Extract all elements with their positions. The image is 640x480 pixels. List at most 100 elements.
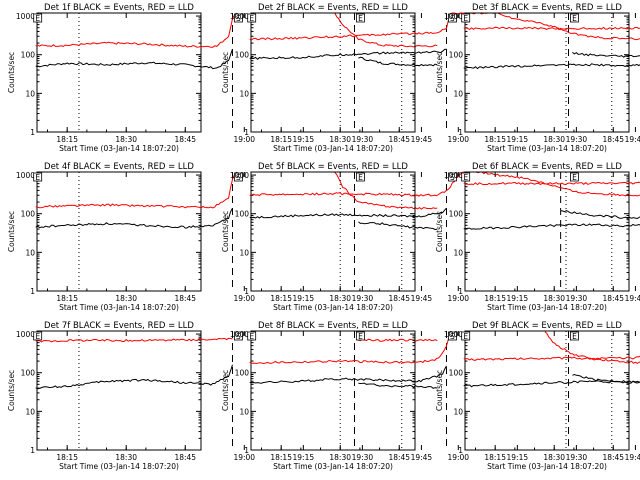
x-tick-label: 19:15: [293, 294, 315, 303]
panel-det-1f: Det 1f BLACK = Events, RED = LLD 1 10 100 10…: [7, 3, 438, 153]
series-line-events: [463, 223, 640, 230]
y-tick-label: 1: [244, 287, 249, 296]
y-tick-label: 1000: [230, 330, 249, 339]
y-tick-label: 1: [30, 287, 35, 296]
y-axis-label: Counts/sec: [221, 211, 230, 252]
x-tick-label: 18:30: [543, 294, 565, 303]
marker-box: [234, 172, 243, 182]
y-tick-label: 1000: [16, 171, 35, 180]
x-tick-label: 18:15: [484, 453, 506, 462]
series-line-events: [35, 48, 233, 70]
series-line-lld: [334, 12, 438, 48]
marker-label: S: [236, 173, 241, 182]
y-tick-label: 1000: [230, 171, 249, 180]
x-axis-label: Start Time (03-Jan-14 18:07:20): [59, 144, 179, 153]
y-tick-label: 10: [25, 89, 35, 98]
panel-det-5f: Det 5f BLACK = Events, RED = LLD 1 10 100 10…: [221, 162, 640, 312]
marker-label: E: [572, 332, 577, 341]
marker-label: E: [35, 173, 40, 182]
x-tick-label: 18:30: [543, 135, 565, 144]
panel-det-2f: Det 2f BLACK = Events, RED = LLD 1 10 100 10…: [221, 3, 640, 153]
y-tick-label: 1000: [444, 171, 463, 180]
series-line-events: [572, 373, 640, 384]
marker-box: [356, 331, 365, 341]
y-tick-label: 100: [449, 210, 464, 219]
marker-label: S: [450, 173, 455, 182]
x-tick-label: 19:30: [352, 453, 374, 462]
marker-box: [461, 331, 471, 341]
x-tick-label: 19:30: [352, 135, 374, 144]
chart-title: Det 1f BLACK = Events, RED = LLD: [44, 3, 194, 13]
plot-frame: [464, 330, 630, 451]
series-line-events: [249, 365, 447, 384]
chart-title: Det 9f BLACK = Events, RED = LLD: [472, 321, 622, 331]
x-tick-label: 19:15: [507, 135, 529, 144]
marker-box: [356, 172, 365, 182]
marker-box: [570, 172, 579, 182]
series-line-lld: [249, 330, 451, 365]
x-tick-label: 18:15: [270, 294, 292, 303]
y-tick-label: 100: [235, 51, 250, 60]
x-tick-label: 18:45: [602, 453, 624, 462]
y-tick-label: 1: [244, 128, 249, 137]
marker-box: [356, 13, 365, 23]
plot-frame: [36, 171, 202, 292]
x-tick-label: 18:30: [115, 294, 137, 303]
y-tick-label: 100: [235, 369, 250, 378]
y-tick-label: 1000: [444, 330, 463, 339]
x-tick-label: 18:45: [602, 294, 624, 303]
plot-frame: [464, 171, 630, 292]
y-axis-label: Counts/sec: [435, 52, 444, 93]
x-tick-label: 18:15: [270, 453, 292, 462]
panel-det-8f: Det 8f BLACK = Events, RED = LLD 1 10 100 10…: [221, 321, 640, 471]
x-tick-label: 19:45: [411, 453, 433, 462]
x-tick-label: 19:15: [293, 135, 315, 144]
x-tick-label: 18:30: [115, 453, 137, 462]
series-line-lld: [463, 355, 640, 361]
y-tick-label: 1000: [16, 12, 35, 21]
series-line-events: [572, 51, 640, 58]
series-line-lld: [358, 338, 438, 342]
x-tick-label: 18:30: [115, 135, 137, 144]
marker-box: [33, 331, 43, 341]
x-tick-label: 18:45: [174, 294, 196, 303]
marker-box: [247, 331, 257, 341]
x-axis-label: Start Time (03-Jan-14 18:07:20): [487, 462, 607, 471]
y-tick-label: 1000: [444, 12, 463, 21]
marker-label: E: [463, 332, 468, 341]
x-tick-label: 19:00: [233, 453, 255, 462]
x-tick-label: 19:00: [447, 135, 469, 144]
series-line-events: [560, 210, 640, 220]
marker-box: [234, 331, 243, 341]
y-tick-label: 100: [235, 210, 250, 219]
x-tick-label: 19:45: [411, 294, 433, 303]
plot-frame: [250, 171, 416, 292]
panel-det-6f: Det 6f BLACK = Events, RED = LLD 1 10 100 10…: [435, 162, 640, 312]
marker-box: [461, 13, 471, 23]
x-tick-label: 18:45: [388, 135, 410, 144]
x-tick-label: 19:00: [233, 294, 255, 303]
series-line-events: [358, 56, 438, 67]
plot-frame: [36, 12, 202, 133]
x-axis-label: Start Time (03-Jan-14 18:07:20): [59, 462, 179, 471]
marker-label: E: [249, 332, 254, 341]
panel-det-4f: Det 4f BLACK = Events, RED = LLD 1 10 100 10…: [7, 162, 438, 312]
marker-box: [570, 13, 579, 23]
series-line-lld: [35, 171, 237, 209]
marker-box: [448, 13, 457, 23]
marker-label: E: [35, 14, 40, 23]
marker-label: S: [450, 14, 455, 23]
series-line-events: [249, 48, 447, 60]
x-tick-label: 18:15: [56, 294, 78, 303]
marker-box: [448, 172, 457, 182]
chart-title: Det 7f BLACK = Events, RED = LLD: [44, 321, 194, 331]
x-tick-label: 19:30: [566, 135, 588, 144]
chart-title: Det 2f BLACK = Events, RED = LLD: [258, 3, 408, 13]
marker-box: [461, 172, 471, 182]
y-tick-label: 1: [30, 128, 35, 137]
marker-label: E: [463, 173, 468, 182]
y-tick-label: 100: [449, 369, 464, 378]
y-tick-label: 1: [458, 446, 463, 455]
series-line-lld: [35, 337, 233, 343]
